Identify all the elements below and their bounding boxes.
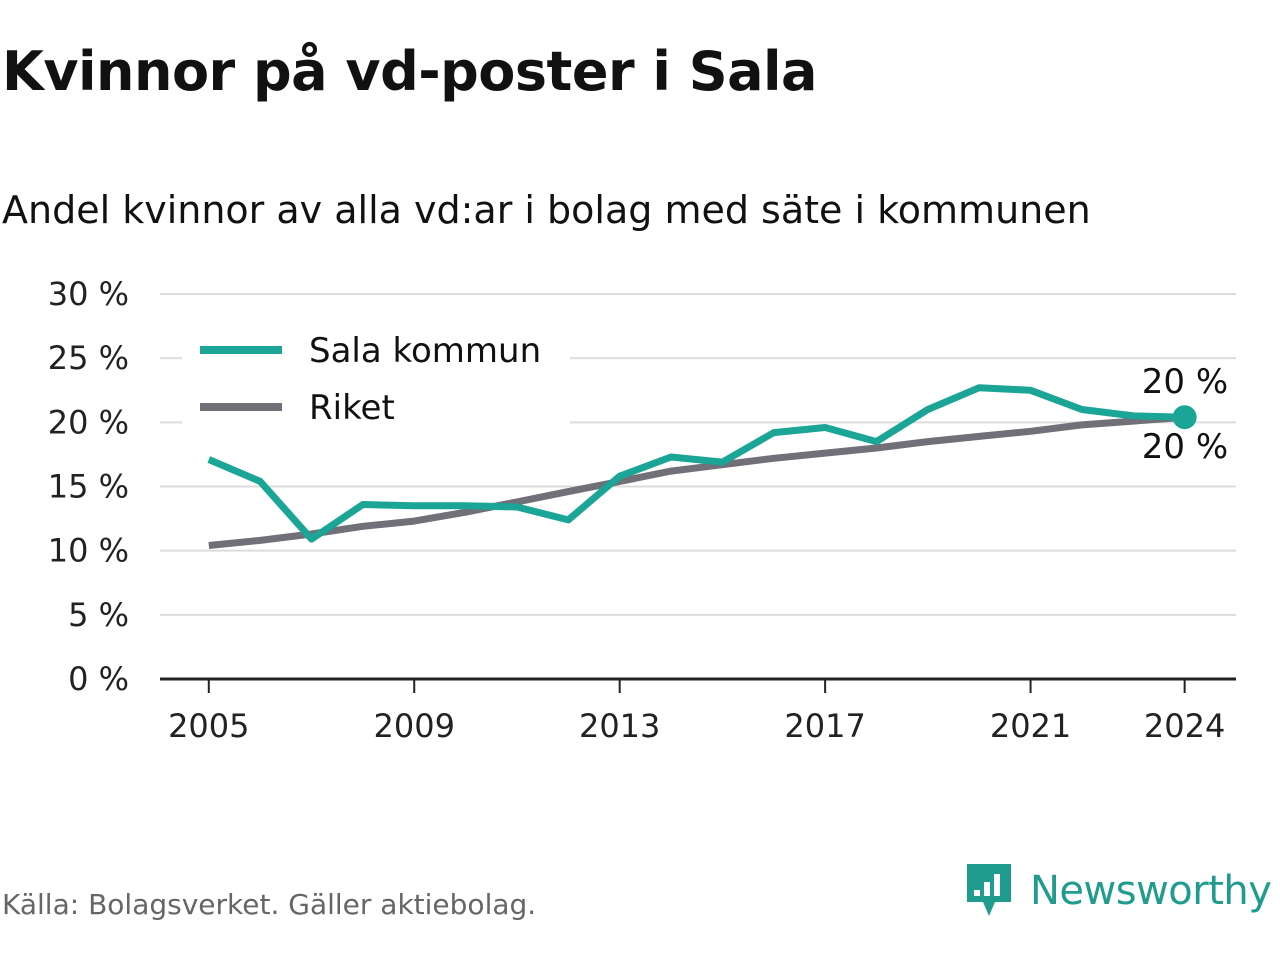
x-tick-label: 2017	[784, 707, 865, 745]
newsworthy-logo-icon	[967, 864, 1011, 916]
series-lines	[207, 384, 1197, 549]
legend-label-sala-kommun: Sala kommun	[309, 331, 541, 371]
legend-label-riket: Riket	[309, 388, 395, 428]
y-tick-label: 30 %	[48, 275, 129, 313]
series-line-sala-kommun	[207, 384, 1185, 543]
y-tick-label: 20 %	[48, 403, 129, 441]
source-note: Källa: Bolagsverket. Gäller aktiebolag.	[2, 888, 537, 921]
brand: Newsworthy	[964, 862, 1272, 920]
end-point-sala-kommun	[1172, 405, 1197, 430]
line-chart: 0 %5 %10 %15 %20 %25 %30 % 2005 2009 2013 2…	[48, 275, 1236, 745]
x-tick-label: 2013	[579, 707, 660, 745]
x-tick-label: 2021	[990, 707, 1071, 745]
x-axis: 2005 2009 2013 2017 2021 2024	[160, 677, 1236, 745]
y-tick-label: 15 %	[48, 468, 129, 506]
brand-name: Newsworthy	[1030, 868, 1272, 914]
y-axis-ticks: 0 % 5 % 10 % 15 % 20 % 25 % 30 %	[48, 275, 129, 698]
series-line-riket	[208, 413, 1185, 549]
chart-subtitle: Andel kvinnor av alla vd:ar i bolag med …	[2, 188, 1091, 232]
y-tick-label: 5 %	[68, 596, 129, 634]
y-tick-label: 10 %	[48, 532, 129, 570]
x-tick-label: 2024	[1144, 707, 1225, 745]
legend: Sala kommun Riket	[182, 322, 570, 428]
chart-title: Kvinnor på vd-poster i Sala	[2, 40, 817, 103]
end-label-riket: 20 %	[1142, 427, 1228, 467]
end-label-sala-kommun: 20 %	[1142, 362, 1228, 402]
x-tick-label: 2009	[374, 707, 455, 745]
y-tick-label: 25 %	[48, 339, 129, 377]
y-tick-label: 0 %	[68, 660, 129, 698]
end-labels: 20 % 20 %	[1142, 362, 1228, 467]
x-tick-label: 2005	[168, 707, 249, 745]
